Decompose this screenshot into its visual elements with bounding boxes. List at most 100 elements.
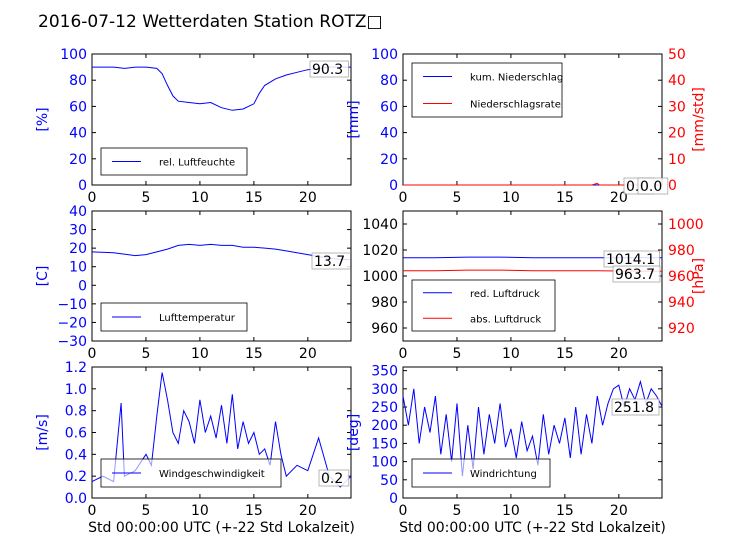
humidity-legend-box [100, 147, 248, 176]
temperature-ytick-label: 0 [78, 278, 87, 294]
windspeed-xlabel: Std 00:00:00 UTC (+-22 Std Lokalzeit) [88, 520, 355, 536]
windspeed-ytick-label: 1.2 [65, 360, 87, 376]
precip-ytick-right-label: 50 [668, 47, 686, 63]
precip-value-label: 0.0 [640, 179, 662, 195]
pressure-ytick-right-label: 920 [668, 321, 695, 337]
precip-xtick-label: 5 [452, 190, 461, 206]
temperature-value-label-box [311, 252, 351, 270]
windspeed-xtick-label: 5 [141, 503, 150, 519]
pressure-xtick-label: 15 [556, 346, 574, 362]
pressure-ytick-label: 980 [371, 295, 398, 311]
humidity-legend-label: rel. Luftfeuchte [159, 158, 235, 169]
precip-xtick-label: 20 [610, 190, 628, 206]
humidity-xtick-label: 15 [245, 190, 263, 206]
windspeed-value-label: 0.2 [321, 471, 343, 487]
winddir-value-label: 251.8 [614, 400, 654, 416]
precip-ytick-label: 40 [380, 126, 398, 142]
winddir-legend-label: Windrichtung [470, 469, 537, 480]
winddir-ytick-label: 300 [371, 382, 398, 398]
pressure-xtick-label: 5 [452, 346, 461, 362]
windspeed-ytick-label: 1.0 [65, 382, 87, 398]
temperature-ytick-label: 30 [69, 223, 87, 239]
precip-ytick-label: 60 [380, 99, 398, 115]
temperature-ytick-label: 20 [69, 241, 87, 257]
precip-xtick-label: 15 [556, 190, 574, 206]
pressure-ytick-right-label: 980 [668, 243, 695, 259]
humidity-xtick-label: 5 [141, 190, 150, 206]
windspeed-value-label-box [318, 469, 350, 487]
humidity-ytick-label: 20 [69, 152, 87, 168]
temperature-ytick-label: −10 [57, 297, 87, 313]
precip-ytick-right-label: 0 [668, 178, 677, 194]
pressure-value-label-box [612, 265, 661, 283]
pressure-xtick-label: 0 [399, 346, 408, 362]
figure-title: 2016-07-12 Wetterdaten Station ROTZ□ [38, 12, 383, 32]
windspeed-ytick-label: 0.0 [65, 491, 87, 507]
windspeed-ylabel: [m/s] [35, 414, 51, 451]
humidity-value-label: 90.3 [312, 62, 343, 78]
temperature-ytick-label: −20 [57, 315, 87, 331]
humidity-value-label-box [309, 60, 349, 78]
windspeed-xtick-label: 20 [299, 503, 317, 519]
winddir-xtick-label: 0 [399, 503, 408, 519]
windspeed-xtick-label: 15 [245, 503, 263, 519]
winddir-ytick-label: 100 [371, 455, 398, 471]
precip-ytick-label: 100 [371, 47, 398, 63]
humidity-ytick-label: 60 [69, 99, 87, 115]
humidity-xtick-label: 10 [191, 190, 209, 206]
winddir-xtick-label: 20 [610, 503, 628, 519]
pressure-ytick-right-label: 1000 [668, 217, 704, 233]
temperature-ytick-label: 10 [69, 260, 87, 276]
windspeed-xtick-label: 10 [191, 503, 209, 519]
humidity-series-line-0 [92, 66, 351, 111]
winddir-xtick-label: 15 [556, 503, 574, 519]
pressure-value-label: 963.7 [615, 267, 655, 283]
winddir-xlabel: Std 00:00:00 UTC (+-22 Std Lokalzeit) [399, 520, 666, 536]
winddir-ytick-label: 200 [371, 418, 398, 434]
windspeed-ytick-label: 0.2 [65, 469, 87, 485]
precip-ytick-label: 80 [380, 73, 398, 89]
winddir-ytick-label: 0 [389, 491, 398, 507]
pressure-xtick-label: 20 [610, 346, 628, 362]
temperature-ytick-label: 40 [69, 204, 87, 220]
precip-legend-box [411, 62, 563, 118]
temperature-legend-label: Lufttemperatur [159, 313, 236, 324]
winddir-xtick-label: 5 [452, 503, 461, 519]
winddir-xtick-label: 10 [502, 503, 520, 519]
precip-legend-label: Niederschlagsrate [470, 100, 561, 111]
humidity-ylabel: [%] [35, 107, 51, 131]
temperature-xtick-label: 10 [191, 346, 209, 362]
temperature-xtick-label: 0 [88, 346, 97, 362]
temperature-series-line-0 [91, 243, 352, 261]
humidity-ytick-label: 40 [69, 126, 87, 142]
precip-ytick-right-label: 40 [668, 73, 686, 89]
pressure-legend-label: red. Luftdruck [470, 289, 540, 300]
winddir-value-label-box [611, 398, 660, 416]
humidity-ytick-label: 0 [78, 178, 87, 194]
temperature-ytick-label: −30 [57, 334, 87, 350]
precip-ylabel-right: [mm/std] [691, 87, 707, 152]
pressure-legend-label: abs. Luftdruck [470, 314, 541, 325]
humidity-axes-frame [91, 53, 352, 186]
windspeed-series-line-0 [91, 372, 352, 488]
temperature-xtick-label: 5 [141, 346, 150, 362]
pressure-ytick-label: 1020 [362, 243, 398, 259]
winddir-ylabel: [deg] [346, 414, 362, 451]
windspeed-xtick-label: 0 [88, 503, 97, 519]
precip-xtick-label: 0 [399, 190, 408, 206]
winddir-ytick-label: 350 [371, 364, 398, 380]
pressure-value-label: 1014.1 [606, 252, 655, 268]
precip-ytick-right-label: 30 [668, 99, 686, 115]
windspeed-ytick-label: 0.4 [65, 447, 87, 463]
precip-ytick-label: 0 [389, 178, 398, 194]
humidity-xtick-label: 20 [299, 190, 317, 206]
pressure-ytick-label: 960 [371, 321, 398, 337]
pressure-ytick-right-label: 940 [668, 295, 695, 311]
precip-xtick-label: 10 [502, 190, 520, 206]
precip-ytick-right-label: 10 [668, 152, 686, 168]
pressure-ytick-label: 1040 [362, 217, 398, 233]
winddir-axes-frame [402, 366, 663, 499]
temperature-xtick-label: 15 [245, 346, 263, 362]
temperature-ylabel: [C] [35, 266, 51, 287]
